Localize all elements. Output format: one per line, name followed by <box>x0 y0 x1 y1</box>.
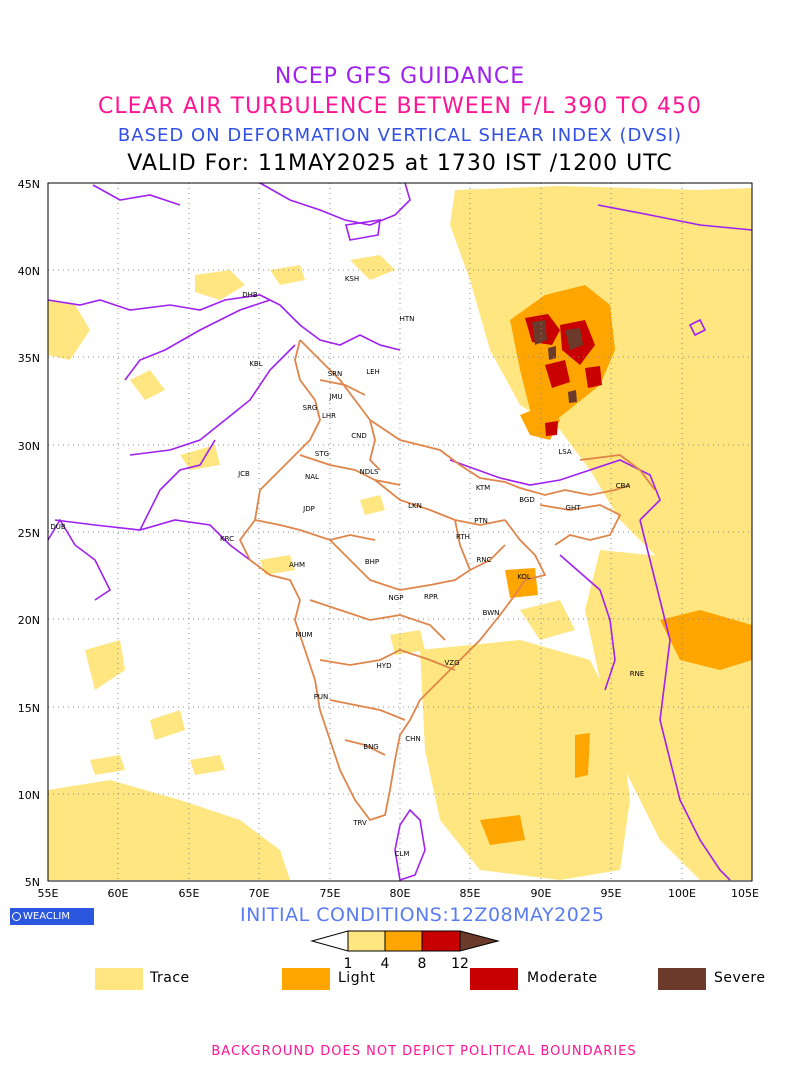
city-label: LKN <box>408 502 422 510</box>
lat-label: 10N <box>18 789 40 802</box>
legend-label-severe: Severe <box>714 970 766 986</box>
logo-ring-icon <box>12 912 21 921</box>
lon-label: 75E <box>320 887 341 900</box>
city-label: RPR <box>424 593 438 601</box>
city-label: RNC <box>477 556 492 564</box>
city-label: SRN <box>328 370 343 378</box>
city-label: AHM <box>289 561 305 569</box>
city-label: MUM <box>295 631 312 639</box>
map-frame <box>47 182 753 882</box>
lon-label: 70E <box>249 887 270 900</box>
city-label: BGD <box>519 496 535 504</box>
city-label: RNE <box>630 670 645 678</box>
lat-label: 15N <box>18 702 40 715</box>
city-label: NGP <box>389 594 404 602</box>
latitude-labels: 45N 40N 35N 30N 25N 20N 15N 10N 5N <box>18 178 40 889</box>
lat-label: 30N <box>18 440 40 453</box>
city-label: BHP <box>365 558 379 566</box>
lon-label: 95E <box>601 887 622 900</box>
city-label: PTN <box>474 517 488 525</box>
city-label: PUN <box>314 693 329 701</box>
title-method: BASED ON DEFORMATION VERTICAL SHEAR INDE… <box>117 125 683 146</box>
city-label: LHR <box>322 412 336 420</box>
city-label: NAL <box>305 473 319 481</box>
color-bar-tick: 8 <box>418 956 427 972</box>
lon-label: 60E <box>108 887 129 900</box>
logo-text: WEACLIM <box>23 911 71 922</box>
legend-label-light: Light <box>338 970 376 986</box>
lon-label: 65E <box>179 887 200 900</box>
city-label: LEH <box>366 368 380 376</box>
legend: Trace Light Moderate Severe <box>0 968 800 992</box>
city-label: CBA <box>616 482 631 490</box>
city-label: CND <box>351 432 367 440</box>
city-label: KBL <box>249 360 262 368</box>
legend-swatch-trace <box>95 968 143 990</box>
lat-label: 25N <box>18 527 40 540</box>
legend-label-trace: Trace <box>150 970 190 986</box>
color-bar <box>310 930 500 952</box>
city-labels: KSH DHB HTN KBL LEH SRN JMU SRG LHR CND … <box>50 275 644 858</box>
city-label: TRV <box>352 819 367 827</box>
city-label: DHB <box>242 291 258 299</box>
city-label: HTN <box>400 315 415 323</box>
title-valid-time: VALID For: 11MAY2025 at 1730 IST /1200 U… <box>127 151 673 176</box>
lat-label: 45N <box>18 178 40 191</box>
lon-label: 55E <box>38 887 59 900</box>
lon-label: 100E <box>668 887 696 900</box>
city-label: KTM <box>476 484 490 492</box>
lon-label: 105E <box>731 887 759 900</box>
lat-label: 35N <box>18 352 40 365</box>
city-label: RTH <box>456 533 470 541</box>
lat-label: 20N <box>18 614 40 627</box>
city-label: NDLS <box>360 468 380 476</box>
city-label: CHN <box>405 735 420 743</box>
city-label: JMU <box>328 393 342 401</box>
city-label: LSA <box>558 448 571 456</box>
city-label: KOL <box>517 573 531 581</box>
lon-label: 90E <box>531 887 552 900</box>
legend-label-moderate: Moderate <box>527 970 598 986</box>
color-bar-tick: 12 <box>451 956 469 972</box>
city-label: SRG <box>303 404 318 412</box>
legend-swatch-moderate <box>470 968 518 990</box>
title-product: CLEAR AIR TURBULENCE BETWEEN F/L 390 TO … <box>97 94 703 119</box>
country-boundaries <box>47 182 753 882</box>
footer-disclaimer: BACKGROUND DOES NOT DEPICT POLITICAL BOU… <box>211 1044 637 1059</box>
legend-swatch-light <box>282 968 330 990</box>
color-bar-ticks: 1 4 8 12 <box>344 956 469 972</box>
longitude-labels: 55E 60E 65E 70E 75E 80E 85E 90E 95E 100E… <box>38 887 759 900</box>
city-label: DUB <box>50 523 66 531</box>
city-label: KSH <box>345 275 359 283</box>
city-label: JDP <box>302 505 315 513</box>
city-label: VZG <box>444 659 459 667</box>
lon-label: 80E <box>390 887 411 900</box>
color-bar-tick: 4 <box>381 956 390 972</box>
title-model: NCEP GFS GUIDANCE <box>274 64 526 89</box>
color-bar-tick: 1 <box>344 956 353 972</box>
city-label: BWN <box>483 609 500 617</box>
city-label: BNG <box>363 743 378 751</box>
city-label: STG <box>315 450 329 458</box>
lon-label: 85E <box>460 887 481 900</box>
city-label: CLM <box>395 850 410 858</box>
city-label: HYD <box>377 662 392 670</box>
lat-label: 40N <box>18 265 40 278</box>
lat-label: 5N <box>25 876 40 889</box>
city-label: GHT <box>566 504 582 512</box>
city-label: KRC <box>220 535 234 543</box>
initial-conditions: INITIAL CONDITIONS:12Z08MAY2025 <box>240 904 605 926</box>
weaclim-logo: WEACLIM <box>10 908 94 925</box>
state-boundaries <box>238 339 656 822</box>
city-label: JCB <box>237 470 250 478</box>
legend-swatch-severe <box>658 968 706 990</box>
